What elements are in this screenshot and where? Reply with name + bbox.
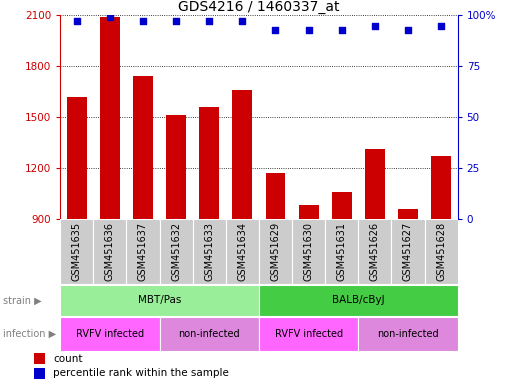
Text: GSM451626: GSM451626 <box>370 222 380 281</box>
Bar <box>425 219 458 284</box>
Bar <box>160 318 259 351</box>
Text: GSM451627: GSM451627 <box>403 222 413 281</box>
Bar <box>358 318 458 351</box>
Point <box>371 23 379 29</box>
Bar <box>232 90 252 219</box>
Bar <box>292 219 325 284</box>
Text: GSM451629: GSM451629 <box>270 222 280 281</box>
Bar <box>332 192 351 219</box>
Text: count: count <box>53 354 83 364</box>
Bar <box>259 318 358 351</box>
Bar <box>160 219 192 284</box>
Bar <box>34 353 44 364</box>
Text: strain ▶: strain ▶ <box>3 295 41 306</box>
Point <box>271 26 280 33</box>
Point <box>73 18 81 25</box>
Text: infection ▶: infection ▶ <box>3 329 56 339</box>
Bar <box>391 219 425 284</box>
Text: GSM451631: GSM451631 <box>337 222 347 281</box>
Text: percentile rank within the sample: percentile rank within the sample <box>53 368 229 378</box>
Point <box>205 18 213 25</box>
Text: GSM451632: GSM451632 <box>171 222 181 281</box>
Bar <box>199 107 219 219</box>
Bar <box>67 97 87 219</box>
Bar <box>358 219 391 284</box>
Bar <box>398 209 418 219</box>
Text: RVFV infected: RVFV infected <box>76 329 144 339</box>
Bar <box>93 219 127 284</box>
Bar <box>60 285 259 316</box>
Text: MBT/Pas: MBT/Pas <box>138 295 181 306</box>
Bar <box>259 219 292 284</box>
Point <box>404 26 412 33</box>
Bar <box>226 219 259 284</box>
Bar <box>133 76 153 219</box>
Title: GDS4216 / 1460337_at: GDS4216 / 1460337_at <box>178 0 339 14</box>
Text: GSM451630: GSM451630 <box>303 222 314 281</box>
Text: non-infected: non-infected <box>377 329 439 339</box>
Bar <box>192 219 226 284</box>
Point <box>238 18 246 25</box>
Bar <box>166 116 186 219</box>
Bar <box>266 173 286 219</box>
Bar <box>60 219 93 284</box>
Bar <box>34 368 44 379</box>
Bar <box>127 219 160 284</box>
Bar <box>100 17 120 219</box>
Point <box>437 23 445 29</box>
Point <box>172 18 180 25</box>
Text: GSM451633: GSM451633 <box>204 222 214 281</box>
Text: RVFV infected: RVFV infected <box>275 329 343 339</box>
Point <box>139 18 147 25</box>
Bar <box>60 318 160 351</box>
Text: GSM451628: GSM451628 <box>436 222 446 281</box>
Text: BALB/cByJ: BALB/cByJ <box>332 295 384 306</box>
Text: GSM451637: GSM451637 <box>138 222 148 281</box>
Text: non-infected: non-infected <box>178 329 240 339</box>
Bar <box>259 285 458 316</box>
Bar <box>325 219 358 284</box>
Bar <box>431 156 451 219</box>
Point <box>337 26 346 33</box>
Point <box>304 26 313 33</box>
Point <box>106 14 114 20</box>
Text: GSM451635: GSM451635 <box>72 222 82 281</box>
Bar <box>365 149 385 219</box>
Text: GSM451634: GSM451634 <box>237 222 247 281</box>
Bar <box>299 205 319 219</box>
Text: GSM451636: GSM451636 <box>105 222 115 281</box>
